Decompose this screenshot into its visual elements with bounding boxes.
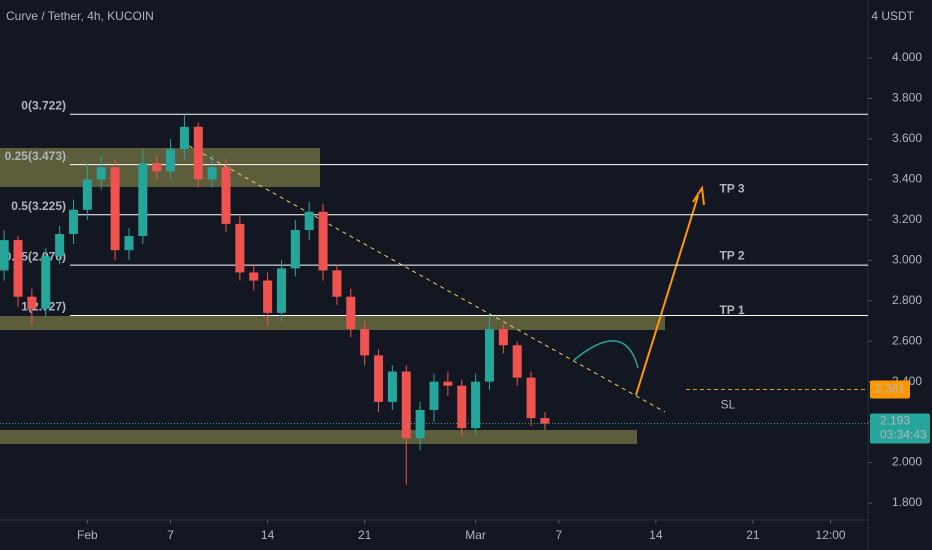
candle-body — [415, 409, 425, 439]
fib-label: 0.5(3.225) — [11, 199, 66, 213]
candle-body — [498, 329, 508, 346]
candle-body — [429, 381, 439, 410]
y-tick-label: 3.000 — [892, 252, 922, 266]
chart-title: Curve / Tether, 4h, KUCOIN — [6, 9, 154, 23]
arrow-head — [692, 185, 705, 206]
candle-body — [0, 240, 9, 271]
candle-body — [13, 240, 23, 297]
target-label: TP 2 — [719, 248, 744, 262]
arrow — [635, 195, 699, 396]
candle-body — [82, 179, 92, 210]
x-tick-label: Mar — [465, 528, 486, 542]
stop-loss-label: 2.361 — [875, 382, 905, 396]
candle-body — [401, 371, 411, 439]
candle-body — [387, 371, 397, 402]
y-tick-label: 1.800 — [892, 495, 922, 509]
candle-body — [249, 272, 259, 281]
y-tick-label: 4.000 — [892, 50, 922, 64]
target-label: TP 1 — [719, 303, 744, 317]
candle-body — [55, 234, 65, 257]
y-tick-label: 2.800 — [892, 293, 922, 307]
candle-body — [152, 163, 162, 172]
x-tick-label: 7 — [555, 528, 562, 542]
candle-body — [374, 355, 384, 402]
candle-body — [457, 385, 467, 429]
y-tick-label: 3.600 — [892, 131, 922, 145]
last-price-label: 2.193 — [880, 414, 910, 428]
zone — [0, 430, 637, 444]
candle-body — [96, 167, 106, 180]
x-tick-label: 14 — [649, 528, 663, 542]
zones — [0, 148, 665, 444]
y-tick-label: 2.000 — [892, 455, 922, 469]
x-tick-label: 12:00 — [816, 528, 846, 542]
candle-body — [263, 280, 273, 313]
y-tick-label: 2.600 — [892, 333, 922, 347]
candle-body — [471, 381, 481, 429]
candle-body — [124, 236, 134, 251]
zone — [0, 316, 665, 330]
candle-body — [332, 270, 342, 297]
candle-body — [276, 268, 286, 313]
candle-body — [207, 167, 217, 180]
x-tick-label: 14 — [261, 528, 275, 542]
stop-loss-box — [870, 380, 910, 399]
candle-body — [179, 126, 189, 150]
last-price-box — [870, 413, 930, 444]
target-label: TP 3 — [719, 182, 744, 196]
candle-body — [346, 296, 356, 330]
candle-body — [304, 211, 314, 230]
candle-body — [68, 209, 78, 235]
y-tick-label: 3.200 — [892, 212, 922, 226]
projection-curve — [573, 340, 639, 369]
stop-loss-name: SL — [721, 398, 736, 412]
candle-body — [27, 296, 37, 309]
x-tick-label: Feb — [77, 528, 98, 542]
candle-body — [193, 126, 203, 180]
candle-body — [235, 223, 245, 273]
candle-body — [166, 149, 176, 172]
candle-body — [512, 345, 522, 378]
unit-label: 4 USDT — [871, 9, 914, 23]
candle-body — [526, 377, 536, 419]
candle-body — [318, 211, 328, 271]
candle-body — [110, 167, 120, 251]
fib-label: 0(3.722) — [21, 98, 66, 112]
candle-body — [484, 329, 494, 382]
x-tick-label: 21 — [358, 528, 372, 542]
candle-body — [221, 167, 231, 224]
candle-body — [540, 418, 550, 424]
y-tick-label: 3.400 — [892, 172, 922, 186]
candle-body — [41, 256, 51, 309]
y-tick-label: 3.800 — [892, 91, 922, 105]
x-tick-label: 21 — [746, 528, 760, 542]
x-tick-label: 7 — [167, 528, 174, 542]
candle-body — [360, 329, 370, 356]
candle-body — [138, 163, 148, 237]
candle-body — [443, 381, 453, 386]
fib-label: 0.25(3.473) — [5, 149, 66, 163]
countdown: 03:34:43 — [880, 428, 927, 442]
candle-body — [290, 229, 300, 269]
